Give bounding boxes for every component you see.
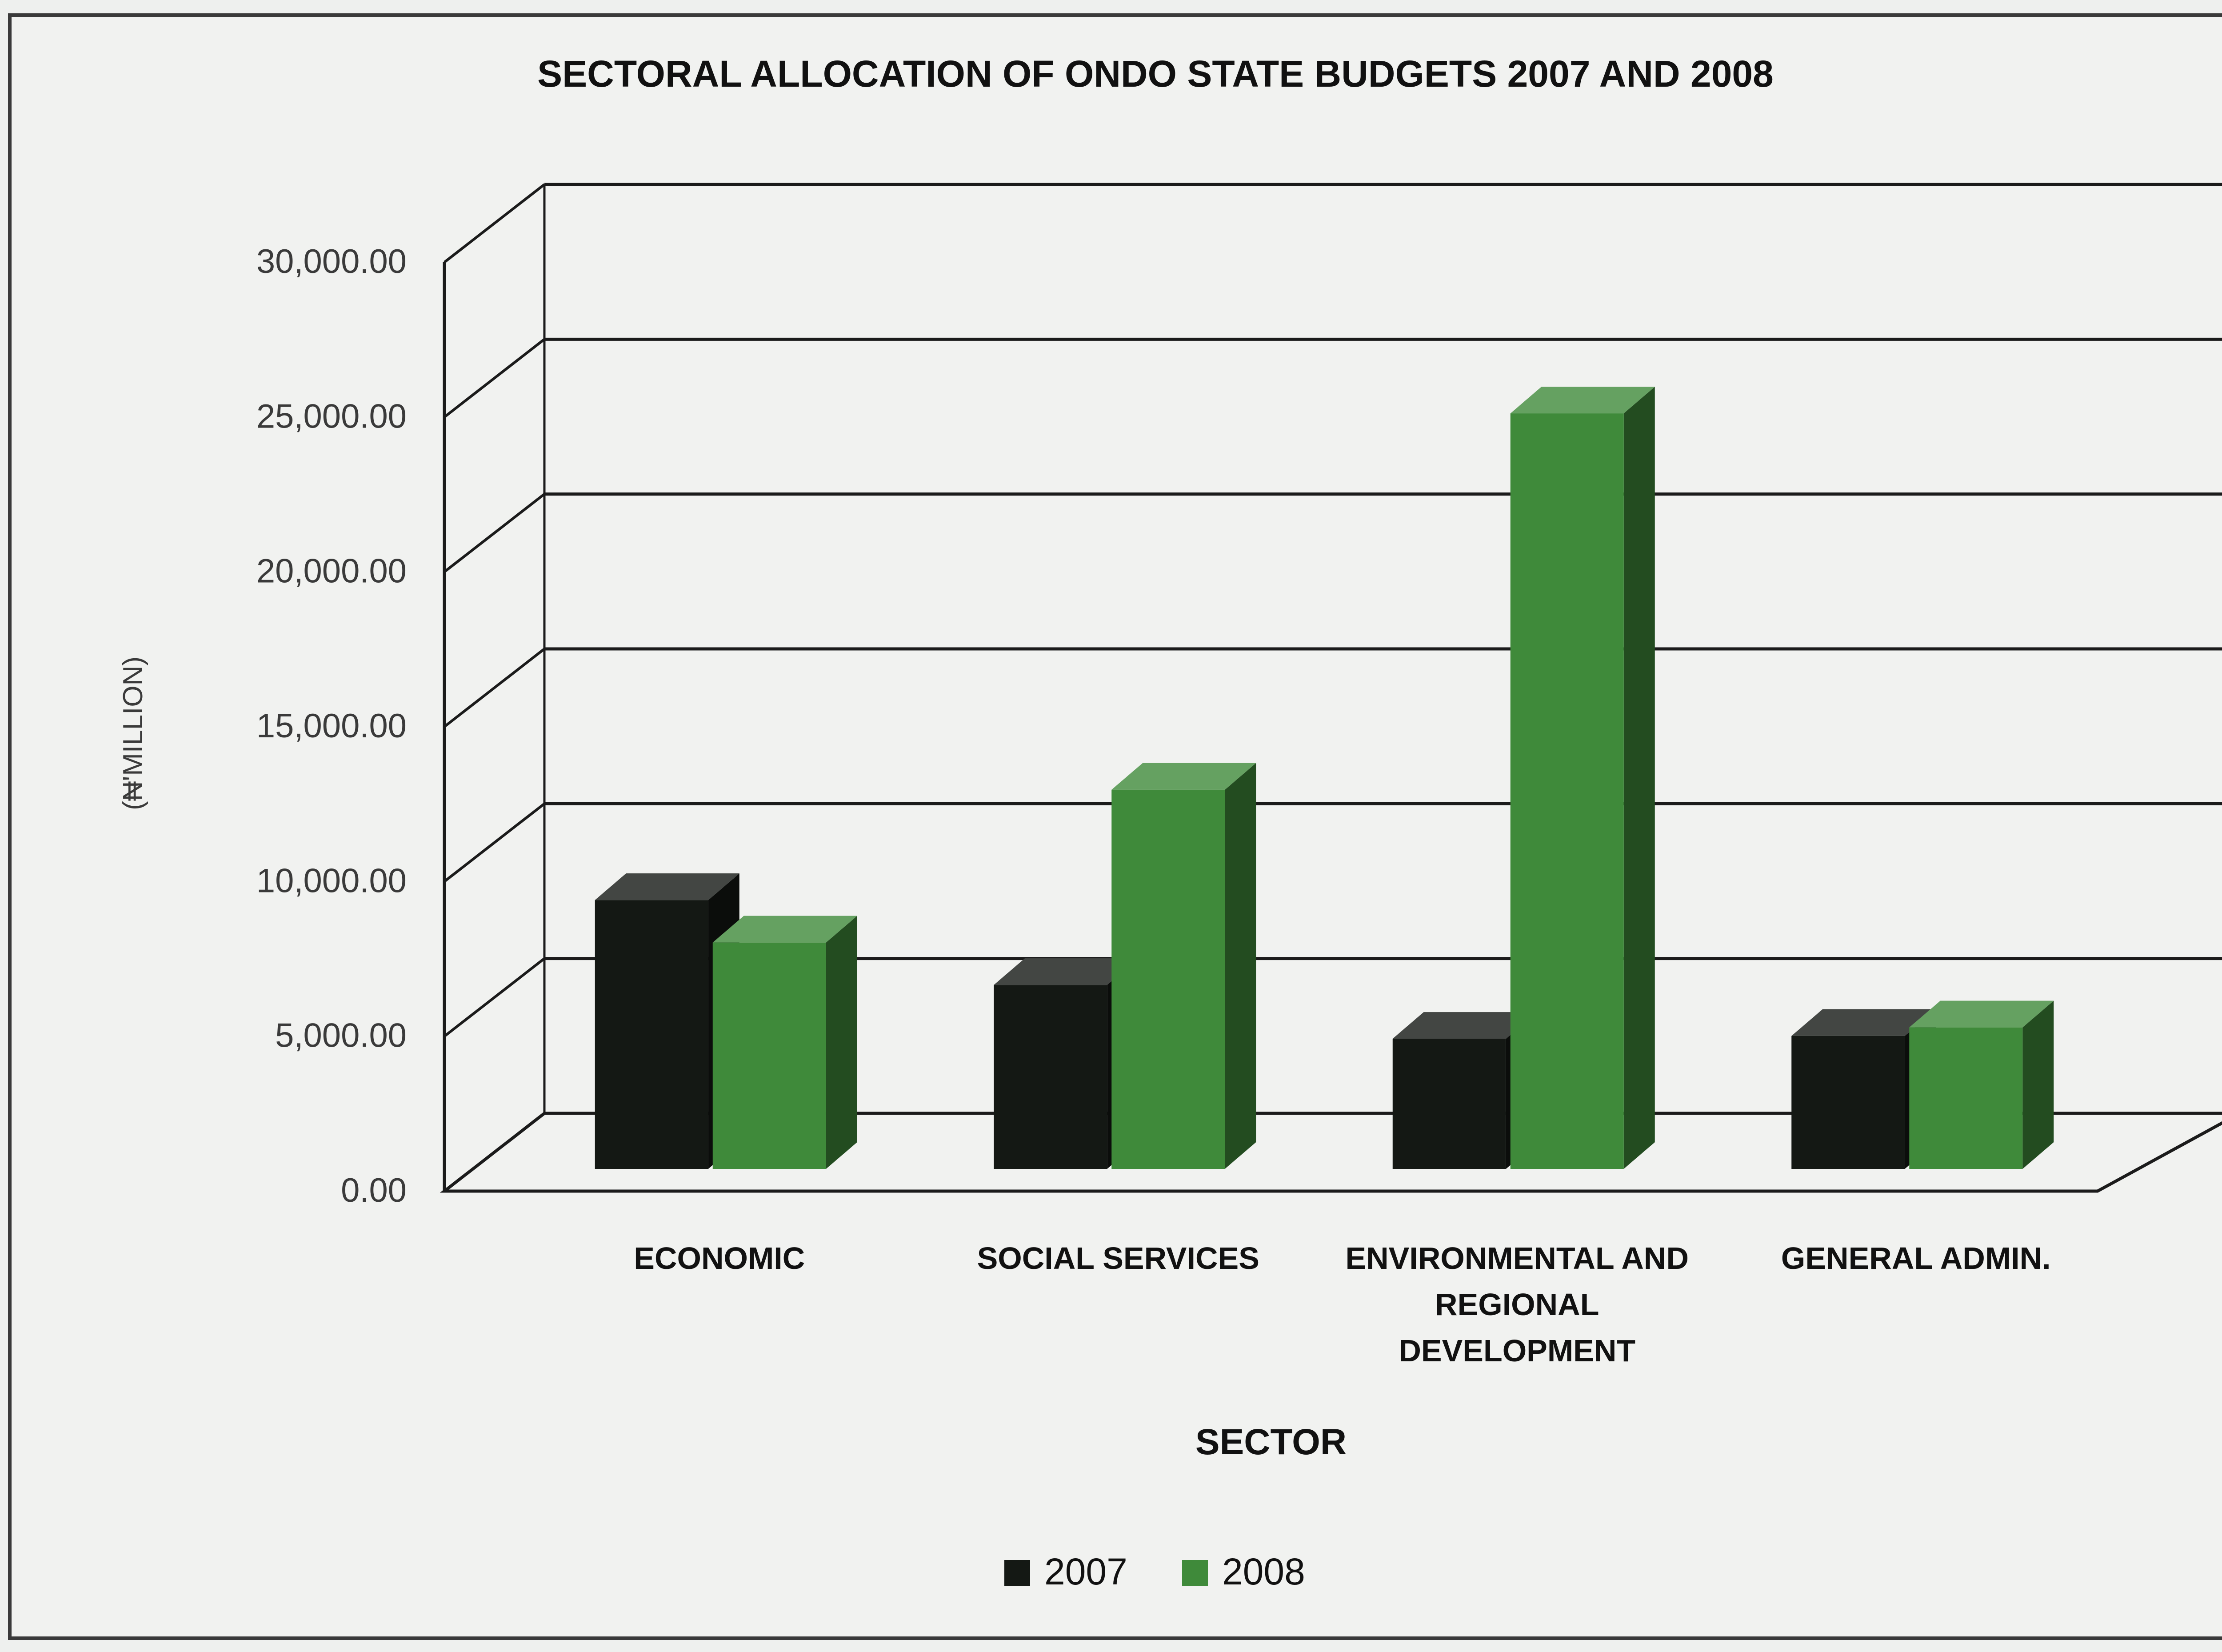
y-tick-label: 10,000.00 (256, 862, 407, 900)
category-label: GENERAL ADMIN. (1781, 1241, 2051, 1276)
category-label: ECONOMIC (634, 1241, 805, 1276)
bar (1791, 1009, 1936, 1169)
y-axis-label: (₦'MILLION) (118, 656, 148, 810)
bar-front (712, 942, 826, 1169)
gridlines (444, 183, 2222, 1038)
y-tick-label: 20,000.00 (256, 552, 407, 590)
y-tick-label: 25,000.00 (256, 397, 407, 435)
y-tick-label: 30,000.00 (256, 243, 407, 280)
bar-side (1225, 763, 1256, 1169)
bar-front (1791, 1036, 1905, 1169)
bar-front (595, 900, 708, 1169)
legend-swatch (1182, 1560, 1208, 1586)
gridline-side (444, 183, 545, 264)
gridline-side (444, 338, 545, 418)
category-labels: ECONOMIC SOCIAL SERVICES ENVIRONMENTAL AND… (634, 1241, 2050, 1368)
chart-title: SECTORAL ALLOCATION OF ONDO STATE BUDGET… (537, 53, 1774, 95)
gridline-side (444, 493, 545, 573)
bar (1111, 763, 1256, 1169)
bar-front (994, 985, 1107, 1169)
bar-front (1909, 1027, 2023, 1169)
bar-side (1623, 387, 1655, 1169)
y-tick-label: 0.00 (341, 1172, 407, 1209)
legend-label: 2007 (1044, 1551, 1127, 1592)
y-tick-label: 15,000.00 (256, 707, 407, 745)
bar (1510, 387, 1655, 1169)
y-tick-labels: 0.00 5,000.00 10,000.00 15,000.00 20,000.00 2… (256, 243, 407, 1209)
bar-top (712, 916, 857, 943)
y-tick-label: 5,000.00 (275, 1017, 407, 1055)
bar-side (2022, 1000, 2054, 1169)
legend: 2007 2008 (1004, 1551, 1305, 1592)
bar-top (1510, 387, 1655, 414)
bar-front (1392, 1039, 1506, 1169)
bar-top (1791, 1009, 1936, 1036)
axes (440, 184, 2222, 1193)
bar-top (994, 958, 1139, 985)
bar (1909, 1000, 2054, 1169)
category-label: ENVIRONMENTAL AND REGIONAL DEVELOPMENT (1345, 1241, 1689, 1368)
gridline-side (444, 957, 545, 1038)
legend-item: 2007 (1004, 1551, 1127, 1592)
category-label: SOCIAL SERVICES (977, 1241, 1259, 1276)
legend-label: 2008 (1222, 1551, 1305, 1592)
bar-side (826, 916, 857, 1169)
legend-item: 2008 (1182, 1551, 1305, 1592)
x-axis-floor (440, 1112, 2222, 1193)
bar-top (1392, 1012, 1537, 1039)
x-axis-label: SECTOR (1195, 1422, 1347, 1462)
bar-front (1510, 413, 1624, 1169)
bar-front (1111, 789, 1225, 1169)
bar-top (1111, 763, 1256, 790)
bars (595, 387, 2054, 1169)
bar-top (1909, 1000, 2054, 1028)
bar (712, 916, 857, 1169)
bar-top (595, 873, 739, 900)
gridline-side (444, 802, 545, 883)
gridline-side (444, 648, 545, 728)
legend-swatch (1004, 1560, 1030, 1586)
